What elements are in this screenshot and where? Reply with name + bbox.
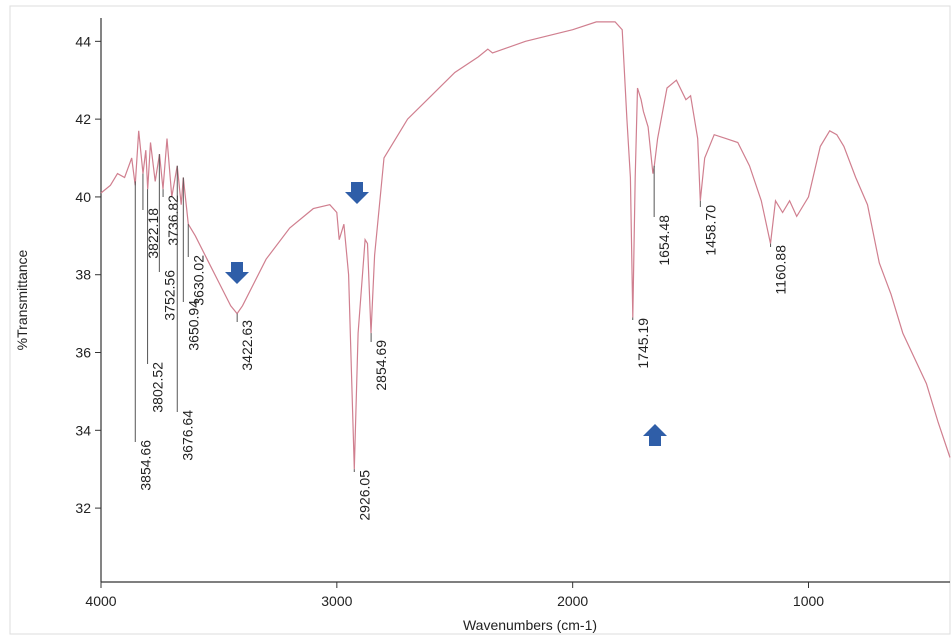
peak-label: 3736.82 <box>165 195 181 246</box>
x-tick-label: 3000 <box>321 593 352 609</box>
arrow <box>225 262 249 284</box>
peak-label: 3630.02 <box>190 255 206 306</box>
peak-label: 3822.18 <box>145 208 161 259</box>
peak-label: 3650.94 <box>185 300 201 351</box>
x-axis-title: Wavenumbers (cm-1) <box>463 617 597 633</box>
x-tick-label: 2000 <box>557 593 588 609</box>
peak-label: 1458.70 <box>702 205 718 256</box>
peak-label: 1654.48 <box>656 215 672 266</box>
x-tick-label: 4000 <box>85 593 116 609</box>
peak-label: 2854.69 <box>373 340 389 391</box>
y-tick-label: 36 <box>75 345 91 361</box>
spectrum-line <box>100 21 951 470</box>
y-tick-label: 38 <box>75 267 91 283</box>
arrow <box>643 424 667 446</box>
y-tick-label: 32 <box>75 500 91 516</box>
peak-label: 3676.64 <box>179 410 195 461</box>
y-tick-label: 40 <box>75 189 91 205</box>
peak-label: 1160.88 <box>773 245 789 295</box>
y-tick-label: 44 <box>75 33 91 49</box>
y-tick-label: 34 <box>75 422 91 438</box>
peak-label: 3422.63 <box>239 320 255 371</box>
peak-label: 1745.19 <box>635 318 651 369</box>
y-tick-label: 42 <box>75 111 91 127</box>
peak-label: 3802.52 <box>150 362 166 413</box>
peak-label: 3752.56 <box>161 270 177 321</box>
x-tick-label: 1000 <box>793 593 824 609</box>
frame <box>9 5 951 635</box>
peak-label: 2926.05 <box>356 470 372 521</box>
arrow <box>345 182 369 204</box>
peak-label: 3854.66 <box>137 440 153 491</box>
y-axis-title: %Transmittance <box>14 249 30 350</box>
